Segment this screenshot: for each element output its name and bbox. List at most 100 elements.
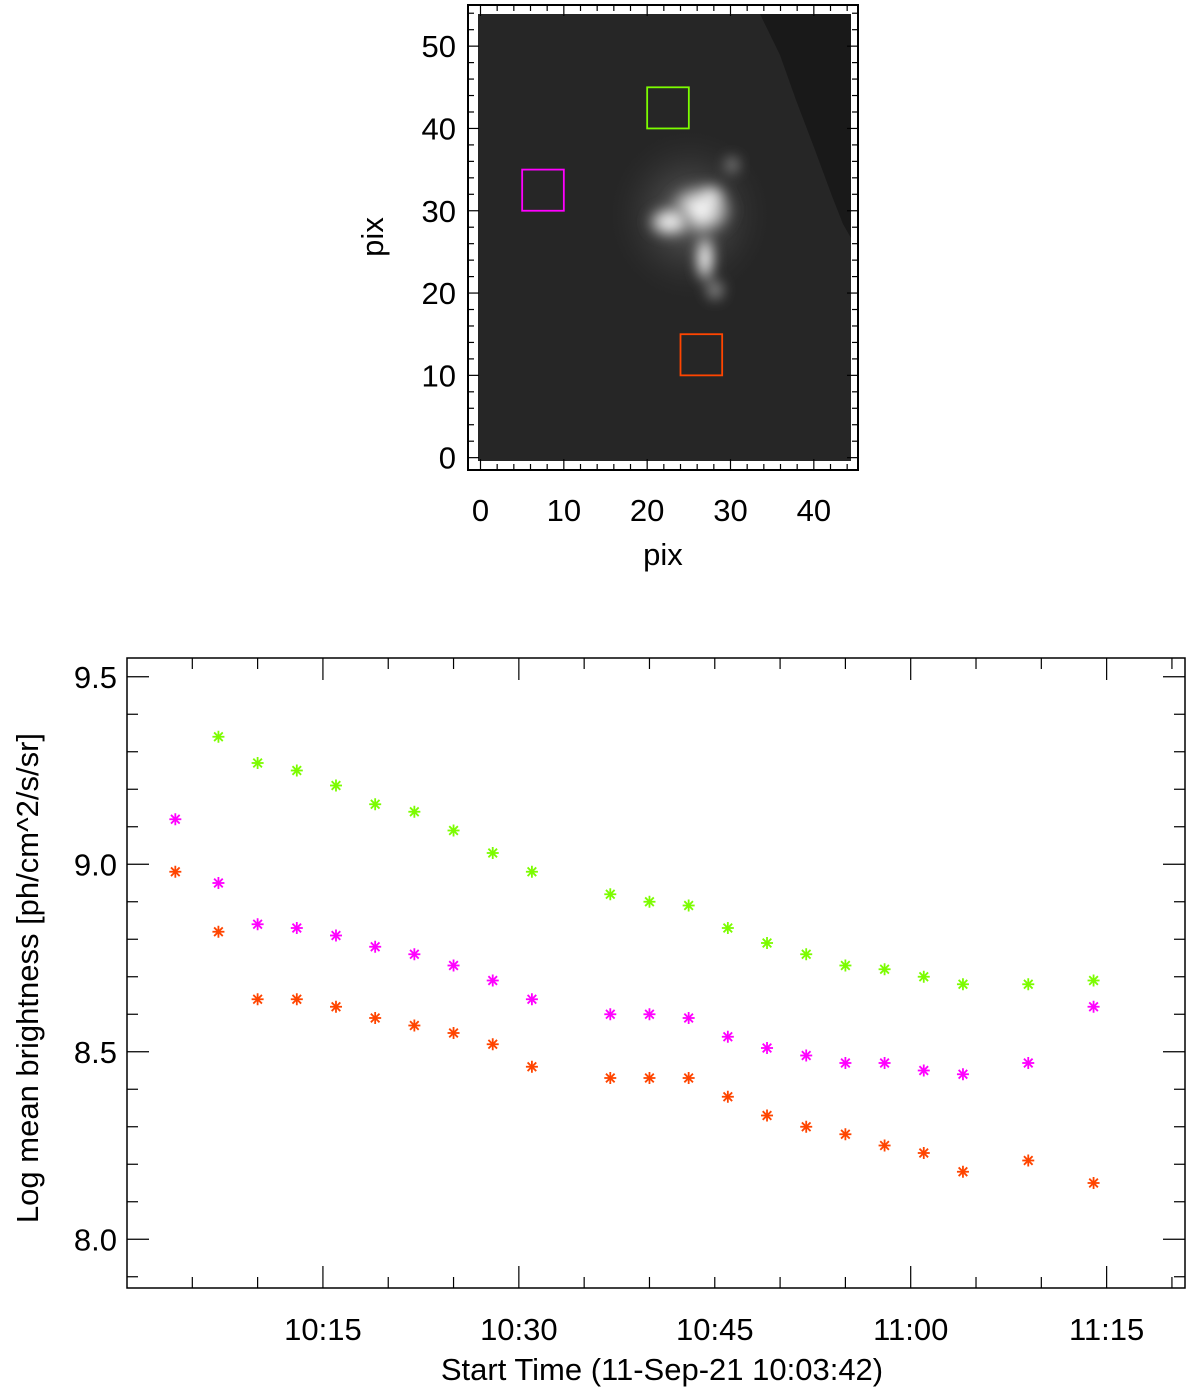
data-point xyxy=(486,847,499,859)
data-point xyxy=(525,1060,538,1073)
data-point xyxy=(369,798,382,811)
data-point xyxy=(251,918,264,931)
x-tick-label: 10:30 xyxy=(480,1312,558,1347)
dark-corner xyxy=(760,14,851,238)
x-tick-label: 0 xyxy=(472,493,489,528)
data-point xyxy=(800,1049,813,1062)
data-point xyxy=(408,948,421,961)
image-ylabel: pix xyxy=(355,217,390,257)
x-tick-label: 10:15 xyxy=(284,1312,362,1347)
scatter-ylabel: Log mean brightness [ph/cm^2/s/sr] xyxy=(10,733,45,1223)
data-point xyxy=(643,1008,656,1021)
data-point xyxy=(800,948,813,961)
data-point xyxy=(212,925,225,938)
data-point xyxy=(447,1027,460,1039)
data-point xyxy=(251,757,264,769)
data-point xyxy=(1022,1057,1035,1069)
x-tick-label: 10 xyxy=(547,493,581,528)
scatter-points xyxy=(169,730,1100,1189)
data-point xyxy=(329,1000,342,1013)
x-tick-label: 10:45 xyxy=(676,1312,754,1347)
image-xlabel: pix xyxy=(643,537,683,572)
data-point xyxy=(956,1068,969,1081)
x-tick-label: 40 xyxy=(797,493,831,528)
data-point xyxy=(1022,978,1035,991)
data-point xyxy=(1087,1177,1100,1189)
data-point xyxy=(290,993,303,1006)
data-point xyxy=(604,888,617,901)
data-point xyxy=(486,1038,499,1051)
scatter-ticks: 10:15 10:30 10:45 11:00 11:15 8.0 8.5 9.0 9.5 xyxy=(74,658,1185,1347)
data-point xyxy=(917,1147,930,1159)
image-content xyxy=(478,14,851,461)
region-box xyxy=(646,86,690,130)
series-1 xyxy=(212,730,1100,991)
data-point xyxy=(878,963,891,976)
data-point xyxy=(643,1072,656,1084)
data-point xyxy=(761,1109,774,1122)
data-point xyxy=(525,865,538,878)
data-point xyxy=(290,922,303,934)
data-point xyxy=(329,779,342,792)
data-point xyxy=(643,895,656,908)
data-point xyxy=(721,1090,734,1103)
data-point xyxy=(800,1120,813,1133)
data-point xyxy=(917,970,930,983)
x-tick-label: 11:00 xyxy=(873,1312,948,1347)
data-point xyxy=(682,1072,695,1084)
bright-structure xyxy=(644,156,740,300)
image-panel: 0 10 20 30 40 0 10 20 30 40 50 pix pix xyxy=(355,4,859,572)
data-point xyxy=(839,959,852,972)
region-box xyxy=(679,333,724,377)
data-point xyxy=(878,1057,891,1069)
data-point xyxy=(878,1139,891,1152)
data-point xyxy=(212,877,225,889)
data-point xyxy=(839,1128,852,1141)
y-tick-label: 20 xyxy=(422,276,456,311)
data-point xyxy=(721,1030,734,1043)
data-point xyxy=(761,937,774,949)
x-tick-label: 11:15 xyxy=(1069,1312,1144,1347)
data-point xyxy=(408,805,421,818)
data-point xyxy=(956,1165,969,1178)
data-point xyxy=(212,730,225,743)
data-point xyxy=(682,899,695,912)
y-tick-label: 0 xyxy=(439,441,456,476)
data-point xyxy=(169,865,182,878)
data-point xyxy=(447,959,460,972)
series-2 xyxy=(169,813,1100,1081)
y-tick-label: 10 xyxy=(422,358,456,393)
image-frame xyxy=(467,4,859,471)
region-boxes xyxy=(521,86,724,377)
region-box xyxy=(521,168,565,212)
data-point xyxy=(290,764,303,777)
y-tick-label: 9.0 xyxy=(74,847,117,882)
data-point xyxy=(369,1012,382,1024)
data-point xyxy=(761,1042,774,1054)
x-tick-label: 30 xyxy=(713,493,747,528)
data-point xyxy=(1087,1000,1100,1013)
y-tick-label: 9.5 xyxy=(74,660,117,695)
scatter-panel: 10:15 10:30 10:45 11:00 11:15 8.0 8.5 9.0 9.5 St… xyxy=(10,657,1186,1387)
data-point xyxy=(604,1008,617,1021)
y-tick-label: 8.0 xyxy=(74,1222,117,1257)
data-point xyxy=(251,993,264,1006)
data-point xyxy=(369,940,382,953)
data-point xyxy=(956,978,969,991)
data-point xyxy=(721,922,734,934)
data-point xyxy=(917,1064,930,1077)
y-tick-label: 8.5 xyxy=(74,1035,117,1070)
data-point xyxy=(1087,974,1100,987)
x-tick-label: 20 xyxy=(630,493,664,528)
data-point xyxy=(329,929,342,942)
plot-frame xyxy=(126,657,1186,1289)
y-tick-label: 50 xyxy=(422,29,456,64)
scatter-xlabel: Start Time (11-Sep-21 10:03:42) xyxy=(441,1352,883,1387)
data-point xyxy=(839,1057,852,1069)
data-point xyxy=(525,993,538,1006)
image-ticks: 0 10 20 30 40 0 10 20 30 40 50 xyxy=(422,5,858,528)
data-point xyxy=(1022,1154,1035,1167)
data-point xyxy=(604,1072,617,1084)
data-point xyxy=(408,1019,421,1032)
